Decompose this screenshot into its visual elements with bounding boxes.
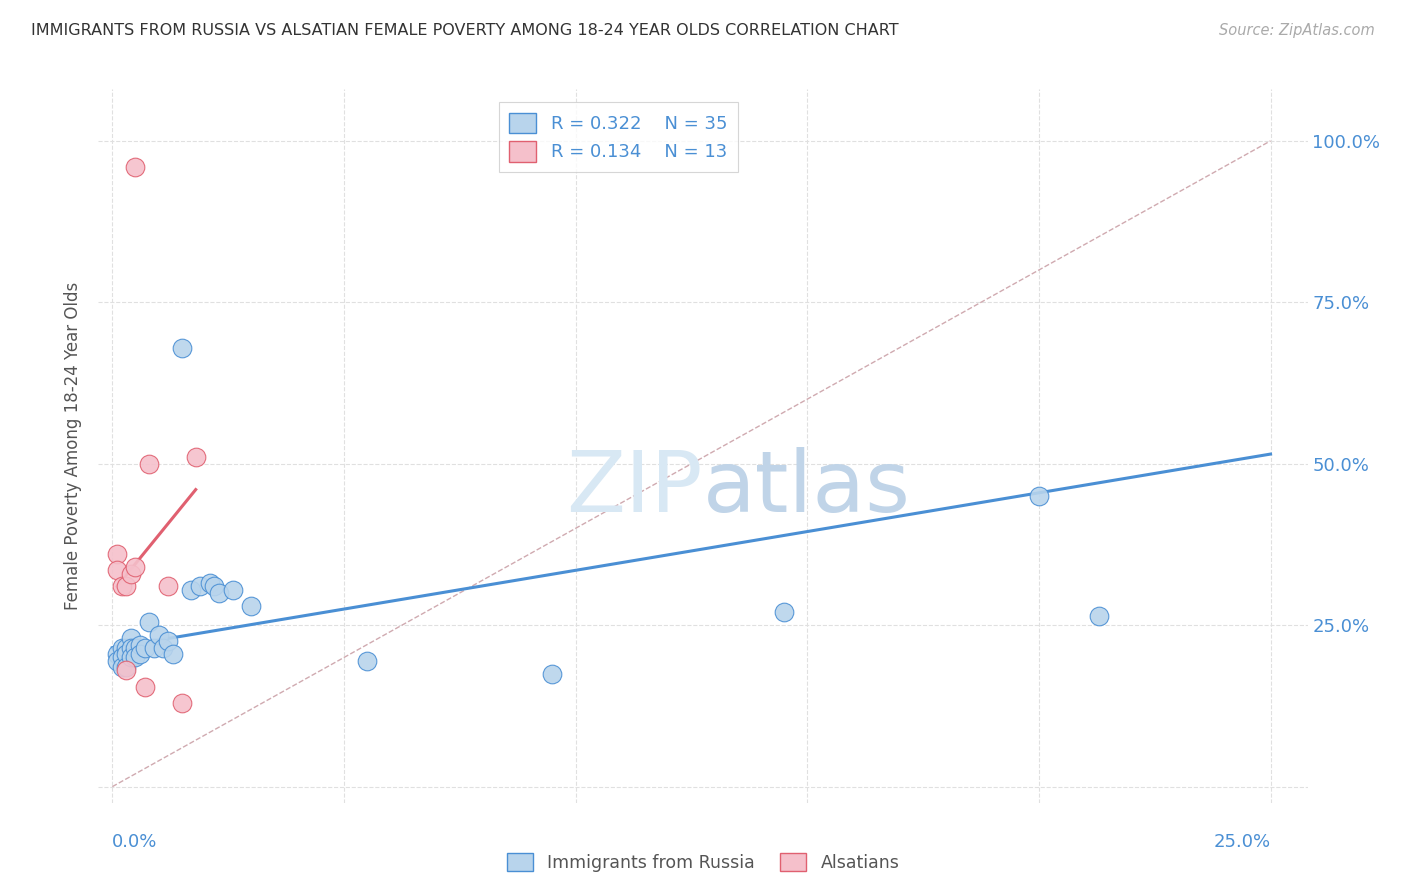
Point: [115, 579, 138, 593]
Point: [105, 547, 128, 561]
Point: [156, 579, 179, 593]
Point: [105, 563, 128, 577]
Point: [170, 696, 193, 710]
Text: Source: ZipAtlas.com: Source: ZipAtlas.com: [1219, 23, 1375, 38]
Point: [170, 341, 193, 355]
Point: [143, 640, 166, 655]
Point: [120, 566, 142, 581]
Point: [120, 650, 142, 665]
Text: atlas: atlas: [703, 447, 911, 531]
Point: [129, 647, 152, 661]
Point: [110, 579, 132, 593]
Point: [208, 586, 231, 600]
Point: [1088, 608, 1111, 623]
Text: 0.0%: 0.0%: [112, 833, 157, 851]
Point: [129, 638, 152, 652]
Point: [124, 560, 146, 574]
Point: [134, 640, 156, 655]
Point: [110, 640, 132, 655]
Point: [180, 582, 202, 597]
Point: [188, 579, 211, 593]
Point: [138, 615, 160, 629]
Point: [105, 647, 128, 661]
Point: [124, 640, 146, 655]
Point: [156, 634, 179, 648]
Text: IMMIGRANTS FROM RUSSIA VS ALSATIAN FEMALE POVERTY AMONG 18-24 YEAR OLDS CORRELAT: IMMIGRANTS FROM RUSSIA VS ALSATIAN FEMAL…: [31, 23, 898, 38]
Point: [773, 605, 796, 619]
Point: [124, 650, 146, 665]
Point: [110, 660, 132, 674]
Legend: Immigrants from Russia, Alsatians: Immigrants from Russia, Alsatians: [499, 847, 907, 879]
Point: [148, 628, 170, 642]
Point: [115, 647, 138, 661]
Y-axis label: Female Poverty Among 18-24 Year Olds: Female Poverty Among 18-24 Year Olds: [65, 282, 83, 610]
Point: [356, 654, 378, 668]
Point: [115, 664, 138, 678]
Point: [120, 631, 142, 645]
Text: 25.0%: 25.0%: [1213, 833, 1271, 851]
Point: [1028, 489, 1050, 503]
Point: [115, 660, 138, 674]
Point: [115, 640, 138, 655]
Point: [152, 640, 174, 655]
Point: [184, 450, 207, 465]
Point: [120, 640, 142, 655]
Point: [222, 582, 245, 597]
Point: [202, 579, 225, 593]
Point: [198, 576, 221, 591]
Point: [124, 160, 146, 174]
Point: [162, 647, 184, 661]
Text: ZIP: ZIP: [567, 447, 703, 531]
Point: [240, 599, 263, 613]
Point: [138, 457, 160, 471]
Point: [134, 680, 156, 694]
Point: [541, 666, 564, 681]
Point: [105, 654, 128, 668]
Legend: R = 0.322    N = 35, R = 0.134    N = 13: R = 0.322 N = 35, R = 0.134 N = 13: [499, 102, 738, 172]
Point: [110, 650, 132, 665]
